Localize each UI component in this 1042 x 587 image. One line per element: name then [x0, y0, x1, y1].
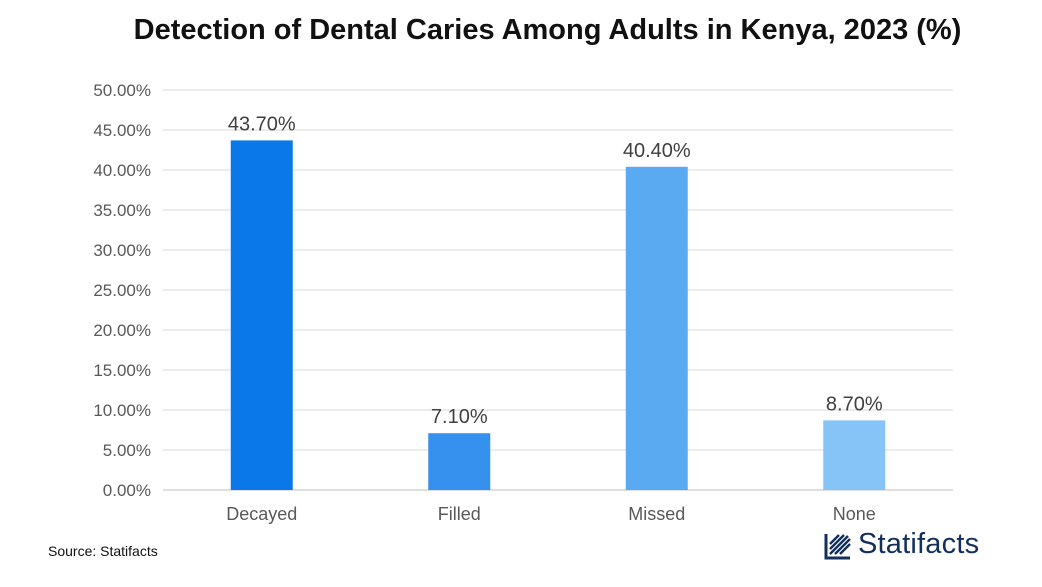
x-tick-label: Decayed: [226, 504, 297, 524]
bar-none: [823, 420, 886, 490]
x-tick-label: None: [833, 504, 876, 524]
data-label: 7.10%: [431, 406, 488, 428]
data-label: 40.40%: [623, 140, 691, 162]
y-tick-label: 20.00%: [93, 321, 151, 340]
data-label: 8.70%: [826, 393, 883, 415]
bar-decayed: [230, 140, 293, 490]
chart-title: Detection of Dental Caries Among Adults …: [133, 14, 962, 46]
y-tick-label: 15.00%: [93, 361, 151, 380]
x-tick-label: Missed: [628, 504, 685, 524]
y-tick-label: 10.00%: [93, 401, 151, 420]
bar-missed: [625, 166, 688, 491]
y-tick-label: 0.00%: [103, 481, 151, 500]
statifacts-logo-icon: [824, 533, 851, 559]
y-tick-label: 5.00%: [103, 441, 151, 460]
y-tick-label: 40.00%: [93, 161, 151, 180]
bar-filled: [428, 433, 491, 490]
y-tick-label: 25.00%: [93, 281, 151, 300]
data-label: 43.70%: [228, 113, 296, 135]
y-tick-label: 50.00%: [93, 81, 151, 100]
source-note: Source: Statifacts: [48, 543, 158, 559]
brand-logo: Statifacts: [824, 528, 979, 561]
y-tick-label: 30.00%: [93, 241, 151, 260]
y-tick-label: 35.00%: [93, 201, 151, 220]
y-tick-label: 45.00%: [93, 121, 151, 140]
x-tick-label: Filled: [438, 504, 481, 524]
brand-name: Statifacts: [858, 528, 980, 560]
